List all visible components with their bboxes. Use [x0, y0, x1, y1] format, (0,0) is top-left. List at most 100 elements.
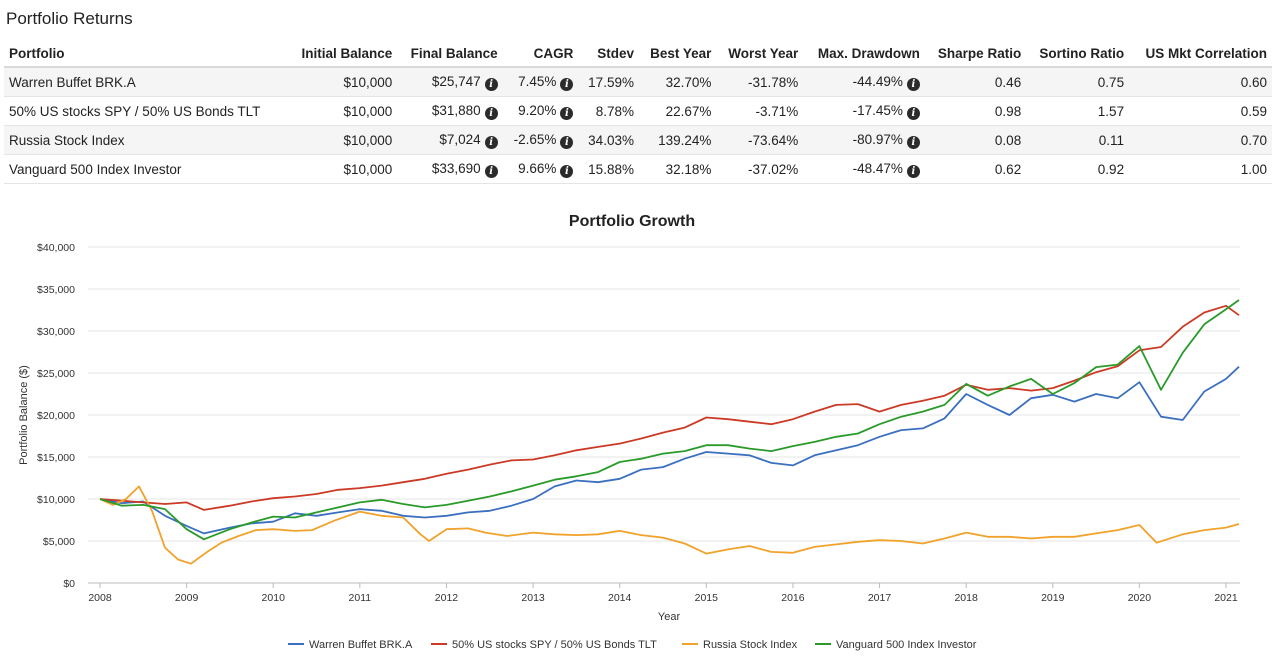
cell-sharpe: 0.08 [924, 125, 1027, 155]
series-line-0[interactable] [99, 366, 1240, 535]
cell-value: -44.49% [852, 73, 903, 89]
cell-value: 0.60 [1240, 74, 1267, 90]
cell-value: 139.24% [658, 132, 712, 148]
portfolio-growth-chart: Portfolio Growth $0 $5,000 $10,000 $15,000 $2… [18, 213, 1240, 651]
series-line-2[interactable] [99, 485, 1240, 565]
cell-cagr: -2.65% i [502, 125, 579, 155]
x-tick-label: 2014 [608, 592, 632, 604]
cell-maxdd: -44.49% i [803, 67, 925, 97]
cell-maxdd: -48.47% i [803, 154, 925, 184]
cell-corr: 0.60 [1129, 67, 1272, 97]
cell-maxdd: -80.97% i [803, 125, 925, 155]
y-tick-label: $20,000 [37, 410, 75, 422]
column-header[interactable]: Sharpe Ratio [924, 40, 1027, 68]
cell-value: 9.66% [518, 160, 557, 176]
cell-worst: -3.71% [716, 96, 804, 126]
cell-final: $31,880 i [397, 96, 503, 126]
x-tick-label: 2008 [88, 592, 112, 604]
cell-value: $25,747 [431, 73, 481, 89]
cell-value: 0.92 [1097, 161, 1125, 177]
x-tick-label: 2015 [695, 592, 719, 604]
cell-worst: -37.02% [716, 154, 804, 184]
column-header[interactable]: Stdev [578, 40, 639, 68]
x-tick-label: 2021 [1214, 592, 1238, 604]
column-header[interactable]: Initial Balance [287, 40, 398, 68]
cell-value: $10,000 [343, 74, 393, 90]
info-circle-icon[interactable]: i [560, 135, 574, 149]
series-line-3[interactable] [99, 299, 1240, 541]
x-tick-label: 2017 [868, 592, 892, 604]
cell-initial: $10,000 [287, 96, 398, 126]
column-header[interactable]: Portfolio [4, 40, 288, 68]
x-tick-label: 2019 [1041, 592, 1065, 604]
cell-value: -17.45% [852, 102, 903, 118]
cell-value: -31.78% [748, 74, 799, 90]
info-circle-icon[interactable]: i [906, 106, 920, 120]
cell-value: Russia Stock Index [9, 132, 125, 148]
cell-value: Vanguard 500 Index Investor [9, 161, 182, 177]
cell-portfolio: 50% US stocks SPY / 50% US Bonds TLT [4, 96, 288, 126]
column-header[interactable]: Worst Year [716, 40, 804, 68]
cell-value: 32.18% [665, 161, 712, 177]
cell-stdev: 34.03% [578, 125, 639, 155]
y-tick-label: $0 [63, 578, 75, 590]
cell-value: -73.64% [748, 132, 799, 148]
cell-value: -48.47% [852, 160, 903, 176]
cell-value: 8.78% [595, 103, 634, 119]
legend-label[interactable]: Russia Stock Index [703, 639, 798, 651]
cell-maxdd: -17.45% i [803, 96, 925, 126]
cell-corr: 0.59 [1129, 96, 1272, 126]
column-header[interactable]: Sortino Ratio [1026, 40, 1130, 68]
cell-value: 0.75 [1097, 74, 1125, 90]
cell-value: Warren Buffet BRK.A [9, 74, 136, 90]
cell-best: 139.24% [638, 125, 717, 155]
y-tick-label: $35,000 [37, 284, 75, 296]
info-circle-icon[interactable]: i [484, 135, 498, 149]
cell-value: 7.45% [518, 73, 557, 89]
column-header[interactable]: Best Year [638, 40, 717, 68]
legend-label[interactable]: Vanguard 500 Index Investor [836, 639, 977, 651]
y-tick-label: $5,000 [43, 536, 75, 548]
x-tick-label: 2016 [781, 592, 805, 604]
cell-value: 0.98 [994, 103, 1022, 119]
returns-table: Portfolio Initial Balance Final Balance … [4, 40, 1272, 184]
x-tick-label: 2013 [521, 592, 545, 604]
cell-value: -80.97% [852, 131, 903, 147]
cell-value: 1.57 [1097, 103, 1125, 119]
info-circle-icon[interactable]: i [484, 106, 498, 120]
info-circle-icon[interactable]: i [906, 77, 920, 91]
y-axis-label: Portfolio Balance ($) [18, 365, 30, 465]
info-circle-icon[interactable]: i [560, 106, 574, 120]
y-tick-label: $25,000 [37, 368, 75, 380]
cell-final: $7,024 i [397, 125, 503, 155]
y-tick-label: $15,000 [37, 452, 75, 464]
cell-initial: $10,000 [287, 67, 398, 97]
cell-best: 22.67% [638, 96, 717, 126]
info-circle-icon[interactable]: i [906, 135, 920, 149]
series-line-1[interactable] [99, 304, 1240, 511]
column-header[interactable]: CAGR [502, 40, 579, 68]
column-header[interactable]: Final Balance [397, 40, 503, 68]
cell-initial: $10,000 [287, 125, 398, 155]
cell-corr: 1.00 [1129, 154, 1272, 184]
info-circle-icon[interactable]: i [560, 164, 574, 178]
column-header[interactable]: US Mkt Correlation [1129, 40, 1272, 68]
info-circle-icon[interactable]: i [484, 77, 498, 91]
cell-portfolio: Vanguard 500 Index Investor [4, 154, 288, 184]
cell-sharpe: 0.98 [924, 96, 1027, 126]
cell-sharpe: 0.46 [924, 67, 1027, 97]
table-row: Russia Stock Index $10,000 $7,024 i -2.65% i 3… [4, 125, 1272, 155]
cell-best: 32.70% [638, 67, 717, 97]
section-title: Portfolio Returns [6, 9, 133, 28]
cell-value: -37.02% [748, 161, 799, 177]
info-circle-icon[interactable]: i [560, 77, 574, 91]
cell-value: -2.65% [513, 131, 557, 147]
cell-worst: -73.64% [716, 125, 804, 155]
cell-value: $10,000 [343, 161, 393, 177]
cell-stdev: 17.59% [578, 67, 639, 97]
legend-label[interactable]: Warren Buffet BRK.A [309, 639, 413, 651]
column-header[interactable]: Max. Drawdown [803, 40, 925, 68]
info-circle-icon[interactable]: i [484, 164, 498, 178]
legend-label[interactable]: 50% US stocks SPY / 50% US Bonds TLT [452, 639, 657, 651]
info-circle-icon[interactable]: i [906, 164, 920, 178]
